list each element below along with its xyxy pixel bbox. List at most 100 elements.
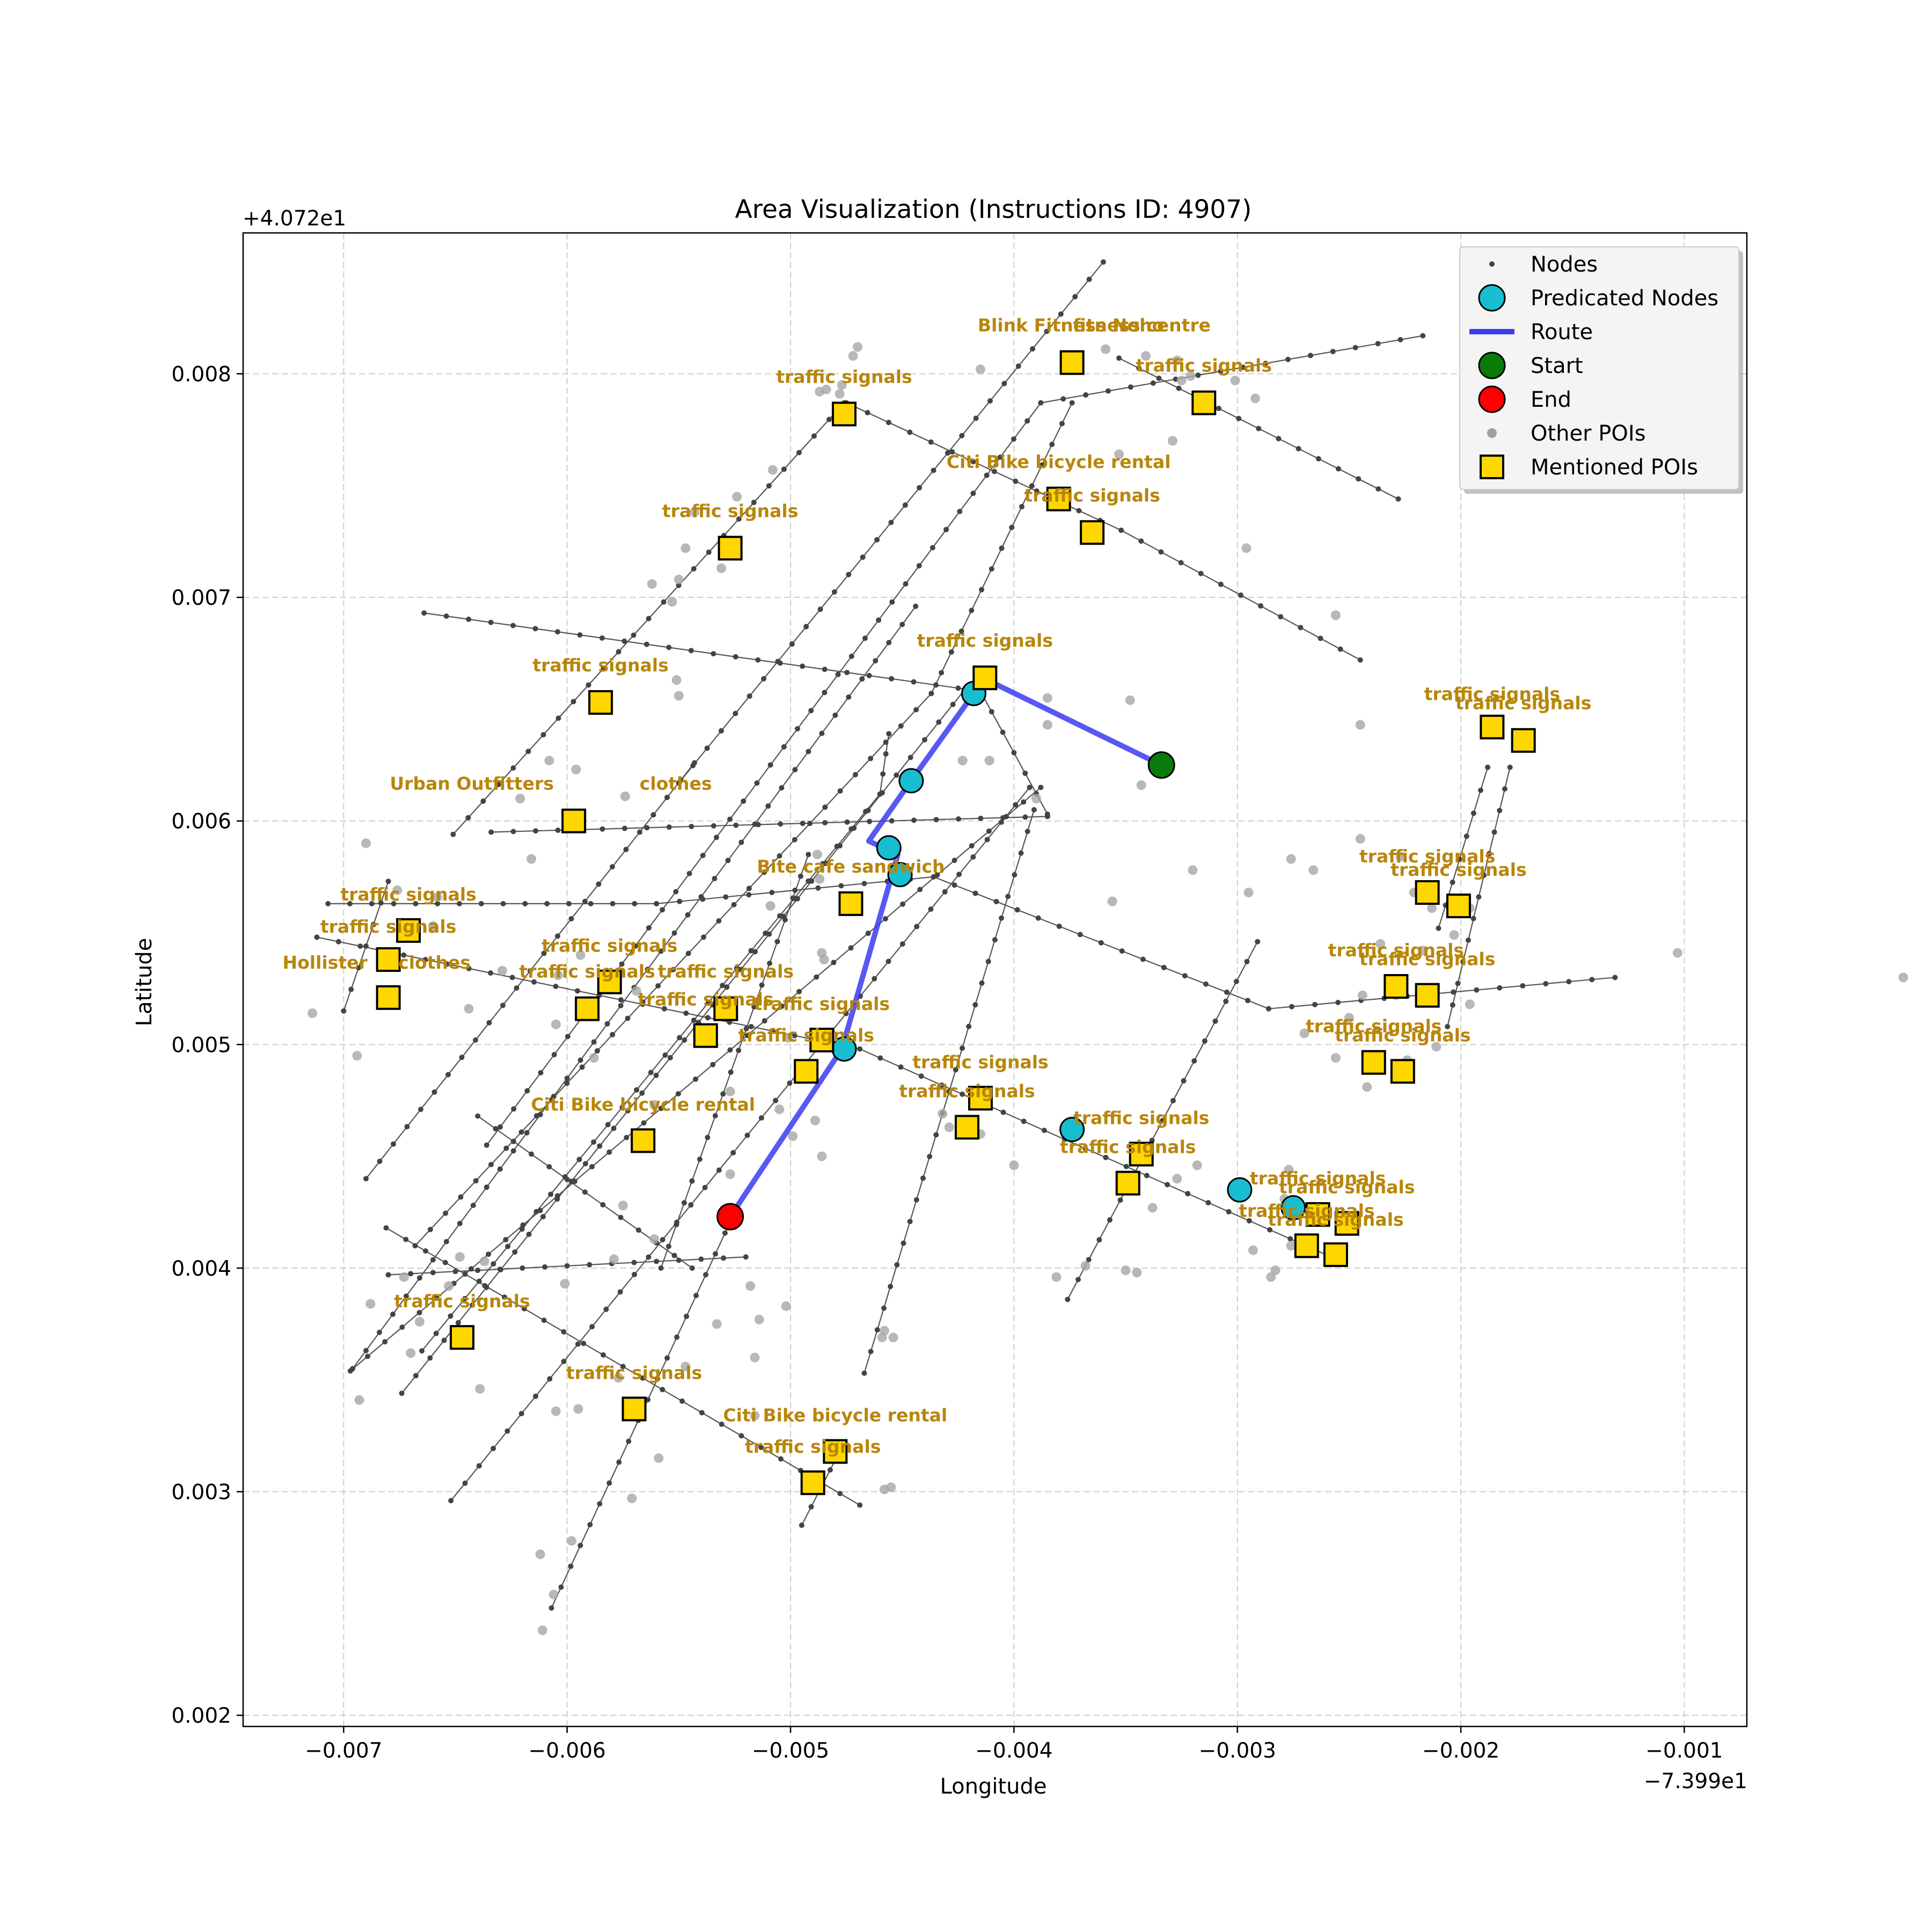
street-node <box>470 1202 476 1208</box>
x-tick-label: −0.001 <box>1645 1739 1723 1763</box>
other-poi <box>690 507 700 517</box>
street-node <box>705 1000 711 1006</box>
mentioned-poi-label: traffic signals <box>638 989 773 1010</box>
street-node <box>734 965 740 971</box>
street-node <box>677 898 683 904</box>
predicted-node <box>876 835 902 861</box>
mentioned-poi-marker <box>809 1027 835 1052</box>
street-node <box>591 1039 597 1045</box>
street-node <box>1021 799 1027 805</box>
end-marker <box>716 1203 744 1231</box>
street-node <box>1170 1097 1176 1103</box>
street-node <box>597 1501 603 1507</box>
street-node <box>1000 1109 1006 1115</box>
street-node <box>874 1327 880 1333</box>
street-node <box>803 624 809 630</box>
y-tick-label: 0.003 <box>171 1481 231 1505</box>
street-node <box>462 1271 468 1277</box>
street-node <box>1072 294 1078 299</box>
street-node <box>433 1330 439 1336</box>
street-node <box>1011 436 1016 442</box>
street-node <box>1255 939 1261 945</box>
street-node <box>548 1191 554 1197</box>
street-node <box>1477 787 1483 793</box>
other-poi <box>464 1004 474 1014</box>
street-node <box>1457 857 1462 862</box>
street-node <box>1543 980 1549 986</box>
street-node <box>894 1262 900 1268</box>
street-node <box>416 1275 422 1281</box>
mentioned-poi-marker <box>838 891 863 916</box>
street-node <box>700 853 706 859</box>
street-node <box>727 816 733 822</box>
street-node <box>564 1176 570 1182</box>
street-node <box>356 965 362 971</box>
street-node <box>873 658 879 664</box>
street-node <box>1520 983 1526 989</box>
street-node <box>450 831 456 837</box>
street-node <box>747 693 752 699</box>
street-node <box>1240 364 1246 370</box>
legend-label: Predicated Nodes <box>1531 286 1718 311</box>
mentioned-poi-marker <box>794 1059 819 1084</box>
street-node <box>1098 940 1104 946</box>
mentioned-pois <box>376 350 1536 1495</box>
street-node <box>758 1444 764 1450</box>
other-poi <box>1080 1261 1091 1271</box>
other-poi <box>560 1279 570 1289</box>
street-node <box>1038 400 1044 406</box>
street-node <box>1318 635 1323 641</box>
street-node <box>597 1143 603 1149</box>
mentioned-poi-label: Urban Outfitters <box>390 773 554 794</box>
street-node <box>314 934 320 940</box>
street-node <box>843 1011 849 1016</box>
other-poi <box>879 1326 889 1336</box>
street-node <box>972 1002 978 1008</box>
other-poi <box>712 1319 722 1329</box>
street-node <box>1083 392 1089 398</box>
street-node <box>766 931 772 937</box>
street-node <box>626 1438 632 1444</box>
street-node <box>1027 785 1033 791</box>
street-node <box>525 749 531 755</box>
mentioned-poi-label: traffic signals <box>1073 1107 1209 1128</box>
street-node <box>430 1257 436 1263</box>
street-node <box>646 616 652 621</box>
street-node <box>495 781 501 787</box>
street-node <box>382 1339 388 1345</box>
street-node <box>363 943 369 949</box>
street-node <box>751 500 757 506</box>
other-poi <box>957 756 968 766</box>
street-node <box>822 690 828 696</box>
street-node <box>861 1370 867 1376</box>
street-node <box>564 1075 570 1081</box>
street-node <box>551 1052 557 1058</box>
other-poi <box>815 386 825 397</box>
street-node <box>1455 980 1461 986</box>
street-node <box>561 1358 567 1364</box>
other-poi <box>475 1384 485 1394</box>
street-node <box>958 628 964 634</box>
mentioned-poi-marker <box>561 808 587 833</box>
street-node <box>476 1463 482 1469</box>
street-node <box>1470 810 1476 816</box>
street-node <box>733 654 738 660</box>
street-node <box>625 1108 631 1114</box>
mentioned-poi-marker <box>1305 1202 1330 1227</box>
street-node <box>777 853 782 859</box>
street-node <box>746 892 752 898</box>
other-poi <box>1284 1165 1294 1175</box>
street-node <box>671 1253 677 1258</box>
street-node <box>876 617 882 623</box>
street-node <box>423 1248 429 1254</box>
street-node <box>942 889 948 895</box>
street-node <box>712 876 718 882</box>
street-node <box>886 640 892 646</box>
street-node <box>1069 400 1075 406</box>
street-node <box>711 651 716 657</box>
mentioned-poi-marker <box>1361 1050 1386 1075</box>
street-node <box>809 878 815 884</box>
street-node <box>514 985 519 991</box>
other-poi <box>613 1373 624 1383</box>
